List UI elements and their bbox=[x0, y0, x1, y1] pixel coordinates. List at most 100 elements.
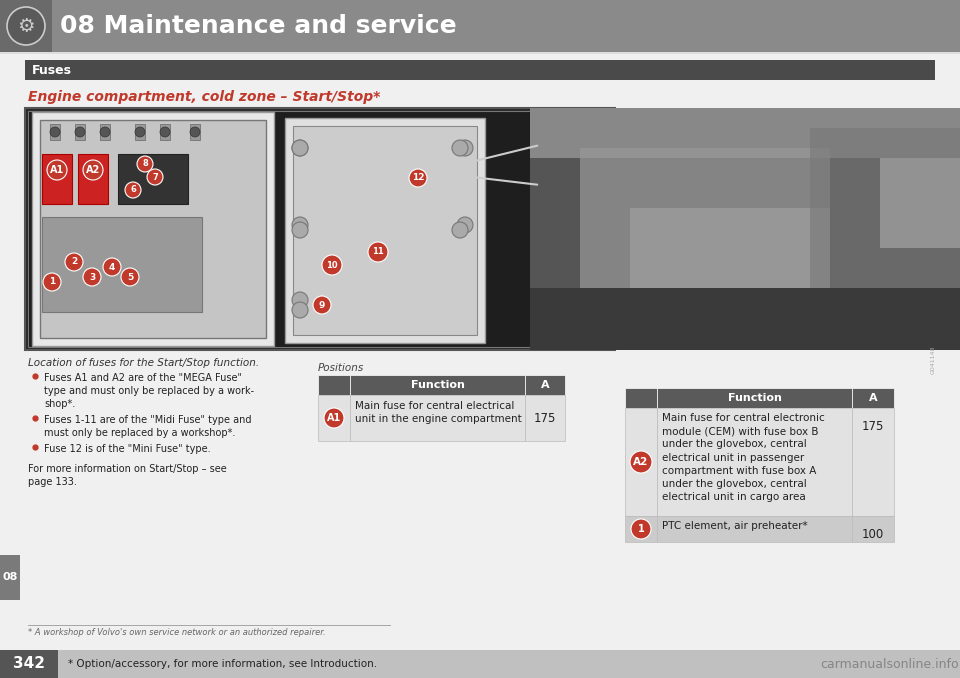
Bar bbox=[118, 154, 188, 204]
Bar bbox=[318, 395, 350, 441]
Bar bbox=[630, 208, 830, 328]
Circle shape bbox=[452, 222, 468, 238]
Bar bbox=[657, 516, 852, 542]
Bar bbox=[625, 408, 657, 516]
Text: 9: 9 bbox=[319, 300, 325, 309]
Circle shape bbox=[457, 140, 473, 156]
Bar bbox=[50, 124, 60, 140]
Bar bbox=[75, 124, 85, 140]
Circle shape bbox=[47, 160, 67, 180]
Text: 5: 5 bbox=[127, 273, 133, 281]
Bar bbox=[42, 217, 202, 312]
Text: 100: 100 bbox=[862, 528, 884, 541]
Circle shape bbox=[43, 273, 61, 291]
Text: A1: A1 bbox=[50, 165, 64, 175]
Bar bbox=[0, 52, 960, 54]
Text: 8: 8 bbox=[142, 159, 148, 169]
Text: 10: 10 bbox=[326, 260, 338, 269]
Bar bbox=[852, 408, 894, 516]
Text: * Option/accessory, for more information, see Introduction.: * Option/accessory, for more information… bbox=[68, 659, 377, 669]
Bar bbox=[25, 108, 615, 350]
Circle shape bbox=[65, 253, 83, 271]
Bar bbox=[810, 128, 960, 328]
Bar bbox=[190, 124, 200, 140]
Text: 175: 175 bbox=[862, 420, 884, 433]
Bar bbox=[625, 516, 657, 542]
Circle shape bbox=[292, 302, 308, 318]
Bar bbox=[657, 388, 852, 408]
Bar bbox=[293, 126, 477, 335]
Circle shape bbox=[313, 296, 331, 314]
Bar bbox=[0, 0, 52, 52]
Text: PTC element, air preheater*: PTC element, air preheater* bbox=[662, 521, 807, 531]
Text: Fuse 12 is of the "Mini Fuse" type.: Fuse 12 is of the "Mini Fuse" type. bbox=[44, 444, 210, 454]
Text: carmanualsonline.info: carmanualsonline.info bbox=[820, 658, 959, 671]
Bar bbox=[530, 108, 960, 158]
Text: Engine compartment, cold zone – Start/Stop*: Engine compartment, cold zone – Start/St… bbox=[28, 90, 380, 104]
Circle shape bbox=[7, 7, 45, 45]
Text: A: A bbox=[869, 393, 877, 403]
Circle shape bbox=[409, 169, 427, 187]
Bar bbox=[525, 375, 565, 395]
Circle shape bbox=[100, 127, 110, 137]
Text: 12: 12 bbox=[412, 174, 424, 182]
Bar bbox=[525, 395, 565, 441]
Text: A2: A2 bbox=[85, 165, 100, 175]
Circle shape bbox=[292, 140, 308, 156]
Bar bbox=[350, 395, 525, 441]
Bar bbox=[657, 408, 852, 516]
Text: A: A bbox=[540, 380, 549, 390]
Bar bbox=[78, 154, 108, 204]
Text: Location of fuses for the Start/Stop function.: Location of fuses for the Start/Stop fun… bbox=[28, 358, 259, 368]
Bar bbox=[580, 148, 830, 288]
Bar bbox=[852, 388, 894, 408]
Text: 7: 7 bbox=[152, 172, 157, 182]
Circle shape bbox=[322, 255, 342, 275]
Text: 08: 08 bbox=[2, 572, 17, 582]
Bar bbox=[852, 516, 894, 542]
Bar bbox=[32, 112, 274, 346]
Text: A1: A1 bbox=[326, 413, 341, 423]
Text: 4: 4 bbox=[108, 262, 115, 271]
Bar bbox=[0, 555, 20, 600]
Text: G041148: G041148 bbox=[931, 346, 936, 374]
Circle shape bbox=[83, 268, 101, 286]
Bar bbox=[880, 158, 960, 248]
Text: Fuses A1 and A2 are of the "MEGA Fuse"
type and must only be replaced by a work-: Fuses A1 and A2 are of the "MEGA Fuse" t… bbox=[44, 373, 254, 410]
Bar bbox=[0, 0, 960, 52]
Circle shape bbox=[452, 140, 468, 156]
Bar bbox=[100, 124, 110, 140]
Text: 3: 3 bbox=[89, 273, 95, 281]
Bar bbox=[350, 375, 525, 395]
Circle shape bbox=[125, 182, 141, 198]
Circle shape bbox=[457, 217, 473, 233]
Circle shape bbox=[50, 127, 60, 137]
Circle shape bbox=[135, 127, 145, 137]
Circle shape bbox=[137, 156, 153, 172]
Circle shape bbox=[103, 258, 121, 276]
Text: 08 Maintenance and service: 08 Maintenance and service bbox=[60, 14, 457, 38]
Bar bbox=[530, 108, 960, 350]
Text: A2: A2 bbox=[634, 457, 649, 467]
Bar bbox=[285, 118, 485, 343]
Text: Fuses 1-11 are of the "Midi Fuse" type and
must only be replaced by a workshop*.: Fuses 1-11 are of the "Midi Fuse" type a… bbox=[44, 415, 252, 438]
Circle shape bbox=[292, 217, 308, 233]
Text: Fuses: Fuses bbox=[32, 64, 72, 77]
Bar bbox=[160, 124, 170, 140]
Bar bbox=[0, 650, 58, 678]
Text: 175: 175 bbox=[534, 412, 556, 424]
Text: 1: 1 bbox=[49, 277, 55, 287]
Circle shape bbox=[160, 127, 170, 137]
Text: Function: Function bbox=[411, 380, 465, 390]
Bar bbox=[42, 154, 72, 204]
Bar bbox=[135, 124, 145, 140]
Circle shape bbox=[631, 519, 651, 539]
Circle shape bbox=[83, 160, 103, 180]
Bar bbox=[25, 60, 935, 80]
Text: 342: 342 bbox=[13, 656, 45, 671]
Text: Main fuse for central electronic
module (CEM) with fuse box B
under the glovebox: Main fuse for central electronic module … bbox=[662, 413, 825, 502]
Text: For more information on Start/Stop – see
page 133.: For more information on Start/Stop – see… bbox=[28, 464, 227, 487]
Circle shape bbox=[121, 268, 139, 286]
Bar bbox=[28, 111, 612, 347]
Bar bbox=[318, 375, 350, 395]
